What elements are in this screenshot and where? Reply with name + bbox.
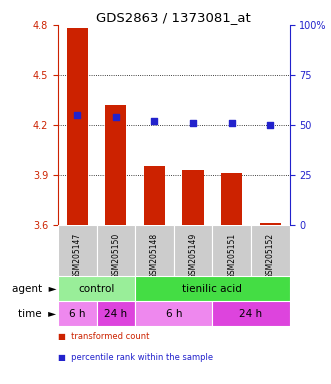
Text: 6 h: 6 h (69, 309, 85, 319)
Point (113, 114, 118, 120)
Text: 24 h: 24 h (104, 309, 127, 319)
Bar (260, 223, 281, 225)
Text: GSM205151: GSM205151 (227, 232, 236, 278)
Text: GSM205149: GSM205149 (189, 232, 198, 279)
Text: GSM205150: GSM205150 (111, 232, 120, 279)
Bar (174, 225, 213, 276)
Bar (135, 276, 290, 301)
Text: GSM205148: GSM205148 (150, 232, 159, 278)
Point (229, 120, 234, 126)
Bar (135, 301, 213, 326)
Bar (251, 225, 290, 276)
Text: ■  transformed count: ■ transformed count (58, 332, 149, 341)
Text: control: control (78, 284, 115, 294)
Text: GSM205152: GSM205152 (266, 232, 275, 278)
Bar (58, 225, 97, 276)
Bar (67, 28, 88, 225)
Text: time  ►: time ► (18, 309, 56, 319)
Bar (135, 225, 174, 276)
Point (190, 120, 196, 126)
Text: tienilic acid: tienilic acid (182, 284, 242, 294)
Title: GDS2863 / 1373081_at: GDS2863 / 1373081_at (96, 11, 251, 24)
Bar (58, 301, 97, 326)
Text: 24 h: 24 h (239, 309, 262, 319)
Text: ■  percentile rank within the sample: ■ percentile rank within the sample (58, 353, 213, 362)
Bar (213, 301, 290, 326)
Bar (221, 173, 242, 225)
Bar (97, 225, 135, 276)
Bar (182, 170, 204, 225)
Bar (105, 105, 126, 225)
Text: GSM205147: GSM205147 (73, 232, 82, 279)
Bar (213, 225, 251, 276)
Text: 6 h: 6 h (166, 309, 182, 319)
Bar (97, 301, 135, 326)
Text: agent  ►: agent ► (12, 284, 56, 294)
Point (74, 112, 80, 118)
Point (152, 118, 157, 124)
Bar (144, 166, 165, 225)
Point (268, 122, 273, 128)
Bar (58, 276, 135, 301)
